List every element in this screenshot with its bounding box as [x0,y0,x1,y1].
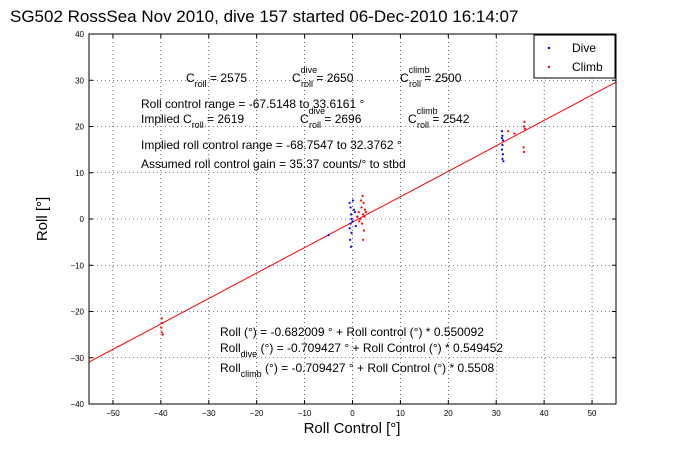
legend-dive-label: Dive [572,41,596,55]
y-tick-label: 20 [75,123,84,132]
x-tick-label: 20 [444,409,453,418]
climb-point [161,333,164,336]
dive-point [349,213,353,216]
legend-climb-label: Climb [572,60,603,74]
climb-point [362,229,366,232]
climb-point [358,220,361,223]
legend-dive-marker [547,46,551,50]
dive-point [500,148,504,151]
annotation-gain: Assumed roll control gain = 35.37 counts… [141,157,406,171]
legend: Dive Climb [533,34,616,79]
x-tick-label: −20 [250,409,264,418]
axis-ticks: −50 −40 −30 −20 −10 0 10 20 30 40 50 −40 −30 −20 −10 0 1… [70,30,616,418]
x-tick-label: −50 [106,409,120,418]
climb-point [363,215,366,218]
dive-point [351,199,355,202]
climb-point [361,238,365,241]
annotation-implied-range: Implied roll control range = -68.7547 to… [141,138,402,152]
climb-point [363,208,367,211]
x-tick-label: 50 [588,409,597,418]
x-tick-label: 0 [350,409,355,418]
climb-point [361,194,364,197]
climb-point [160,326,163,329]
legend-box [533,34,616,79]
dive-point [352,208,356,211]
climb-point [160,317,163,320]
dive-point [350,217,353,221]
climb-point [362,201,365,204]
y-tick-label: 40 [75,30,84,39]
dive-point [501,134,504,137]
y-tick-label: 0 [80,215,85,224]
chart-title: SG502 RossSea Nov 2010, dive 157 started… [10,7,518,26]
dive-point [349,238,352,241]
annotations: Croll = 2575 Cdive roll = 2650 Cclimb roll… [141,65,503,379]
climb-point [359,217,362,221]
x-axis-label: Roll Control [°] [304,420,401,437]
dive-point [502,160,505,163]
x-tick-label: −10 [298,409,312,418]
dive-point [501,139,505,142]
x-tick-label: 40 [540,409,549,418]
climb-point [160,331,163,334]
dive-point [349,222,352,225]
dive-point [327,234,330,237]
annotation-implied-c-roll: Implied Croll = 2619 [141,112,244,130]
legend-climb-marker [547,65,551,69]
dive-point [348,201,351,204]
annotation-c-roll-dive: Cdive roll = 2650 [292,65,354,89]
data-points [160,120,527,336]
dive-point [501,153,505,156]
dive-point [354,224,357,228]
grid-lines [89,34,616,404]
climb-point [522,125,526,128]
annotation-implied-c-roll-dive: Cdive roll = 2696 [300,106,362,130]
climb-point [522,146,525,149]
climb-point [360,199,363,202]
x-tick-label: −30 [202,409,216,418]
climb-point [507,130,510,133]
annotation-c-roll: Croll = 2575 [186,71,247,89]
y-axis-label: Roll [°] [34,197,51,241]
x-tick-label: −40 [154,409,168,418]
y-tick-label: −10 [70,261,84,270]
annotation-c-roll-climb: Cclimb roll = 2500 [400,65,462,89]
dive-point [349,206,352,209]
y-tick-label: −40 [70,400,84,409]
y-tick-label: −20 [70,308,84,317]
climb-point [360,222,364,225]
climb-point [360,206,363,209]
y-tick-label: 10 [75,169,84,178]
dive-point [351,220,354,223]
dive-point [349,245,353,248]
dive-point [348,227,351,230]
x-tick-label: 30 [492,409,501,418]
y-tick-label: 30 [75,76,84,85]
dive-point [500,130,504,133]
climb-point [513,132,516,135]
annotation-fit-all: Roll (°) = -0.682009 ° + Roll control (°… [220,325,484,339]
climb-point [356,215,359,218]
dive-point [501,157,504,160]
dive-point [501,143,504,147]
annotation-roll-control-range: Roll control range = -67.5148 to 33.6161… [141,97,364,111]
climb-point [523,127,527,130]
climb-point [523,120,526,123]
x-tick-label: 10 [396,409,405,418]
dive-point [353,210,356,214]
annotation-fit-climb: Rollclimb (°) = -0.709427 ° + Roll Contr… [220,361,495,379]
dive-point [350,231,353,234]
climb-point [364,210,368,214]
climb-point [522,150,526,154]
y-tick-label: −30 [70,354,84,363]
dive-point [500,136,504,140]
annotation-implied-c-roll-climb: Cclimb roll = 2542 [408,106,470,130]
climb-point [161,321,164,325]
annotation-fit-dive: Rolldive (°) = -0.709427 ° + Roll Contro… [220,341,503,359]
climb-point [361,213,365,216]
climb-point [357,210,360,214]
